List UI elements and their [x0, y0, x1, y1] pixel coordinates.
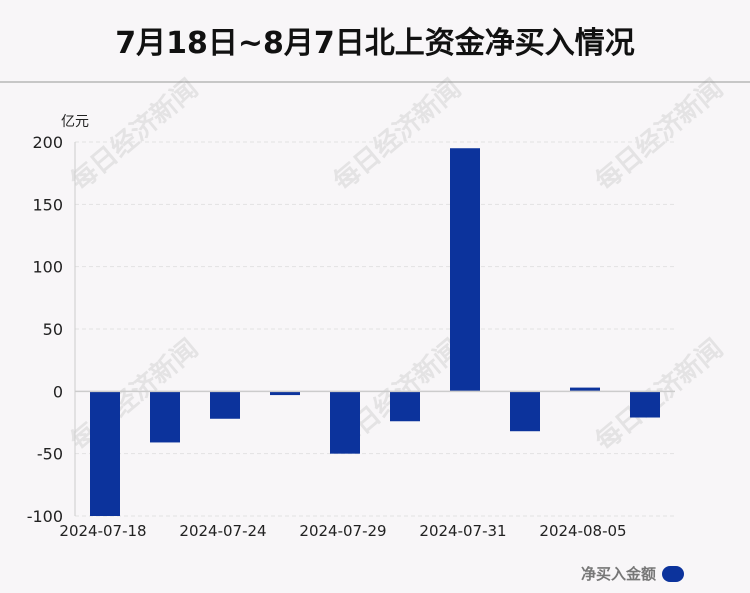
y-tick-label: 150 [32, 195, 63, 214]
bar [630, 391, 660, 418]
bar [510, 391, 540, 432]
x-tick-label: 2024-07-18 [59, 522, 146, 540]
x-tick-label: 2024-07-24 [179, 522, 266, 540]
x-tick-label: 2024-07-29 [299, 522, 386, 540]
x-tick-label: 2024-08-05 [539, 522, 626, 540]
y-tick-label: -100 [27, 507, 63, 526]
title-divider [0, 81, 750, 83]
legend-label: 净买入金额 [580, 565, 656, 583]
chart-title: 7月18日~8月7日北上资金净买入情况 [115, 26, 635, 61]
y-tick-label: 200 [32, 133, 63, 152]
y-tick-label: -50 [37, 445, 63, 464]
bar [330, 391, 360, 454]
bar [270, 391, 300, 396]
bar [390, 391, 420, 422]
y-tick-label: 0 [53, 382, 63, 401]
y-axis-label: 亿元 [61, 114, 89, 130]
bar [210, 391, 240, 419]
bar [570, 387, 600, 392]
legend-swatch [662, 565, 684, 582]
x-axis-ticks: 2024-07-18 2024-07-24 2024-07-29 2024-07-31… [59, 522, 626, 540]
y-tick-label: 50 [43, 320, 63, 339]
bar [450, 148, 480, 392]
y-tick-label: 100 [32, 258, 63, 277]
y-axis-ticks: 200 150 100 50 0 -50 -100 [27, 133, 63, 526]
bars [90, 148, 660, 516]
x-tick-label: 2024-07-31 [419, 522, 506, 540]
legend: 净买入金额 [581, 563, 684, 584]
gridlines [75, 141, 675, 517]
bar [150, 391, 180, 443]
bar [90, 391, 120, 516]
